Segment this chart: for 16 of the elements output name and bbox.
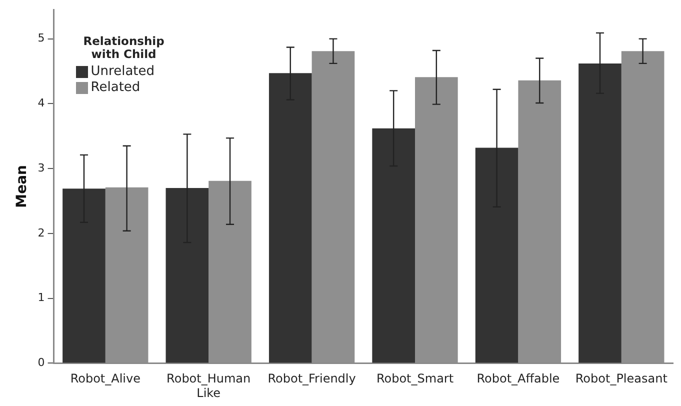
legend-title: Relationship with Child <box>82 34 166 61</box>
y-tick-label: 4 <box>38 96 45 110</box>
y-axis-title: Mean <box>14 164 30 208</box>
x-tick-label: Robot_Alive <box>70 372 140 386</box>
x-tick-label: Robot_Friendly <box>268 372 356 386</box>
x-tick-label: Robot_Affable <box>476 372 560 386</box>
y-tick-label: 0 <box>38 356 45 370</box>
legend-label: Unrelated <box>90 64 155 80</box>
y-tick-label: 1 <box>38 291 45 304</box>
x-tick-label: Robot_Smart <box>376 372 454 386</box>
legend-label: Related <box>90 80 140 96</box>
y-tick-label: 5 <box>38 32 45 45</box>
y-tick-label: 2 <box>38 226 45 240</box>
x-tick-label: Robot_Pleasant <box>575 372 668 386</box>
x-tick-label: Robot_Human Like <box>166 372 251 400</box>
y-tick-label: 3 <box>38 161 45 174</box>
